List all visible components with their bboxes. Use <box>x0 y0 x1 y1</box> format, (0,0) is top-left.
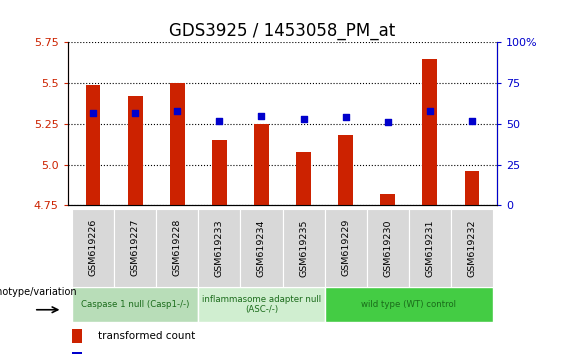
Bar <box>464 171 479 205</box>
Point <box>257 113 266 119</box>
Text: GSM619231: GSM619231 <box>425 219 434 276</box>
Text: GSM619227: GSM619227 <box>131 219 140 276</box>
Bar <box>156 209 198 287</box>
Text: genotype/variation: genotype/variation <box>0 287 77 297</box>
Point <box>215 118 224 124</box>
Bar <box>380 194 395 205</box>
Bar <box>72 352 82 354</box>
Text: GSM619229: GSM619229 <box>341 219 350 276</box>
Text: transformed count: transformed count <box>98 331 195 341</box>
Point <box>299 116 308 122</box>
Bar <box>114 209 156 287</box>
Bar <box>325 209 367 287</box>
Text: GSM619228: GSM619228 <box>173 219 182 276</box>
Bar <box>240 209 282 287</box>
Bar <box>282 209 325 287</box>
Bar <box>325 287 493 322</box>
Text: inflammasome adapter null
(ASC-/-): inflammasome adapter null (ASC-/-) <box>202 295 321 314</box>
Bar <box>72 329 82 343</box>
Bar <box>128 96 142 205</box>
Bar <box>86 85 101 205</box>
Bar <box>409 209 451 287</box>
Bar <box>451 209 493 287</box>
Bar <box>170 83 185 205</box>
Bar <box>367 209 409 287</box>
Bar <box>296 152 311 205</box>
Bar <box>423 59 437 205</box>
Point <box>341 115 350 120</box>
Text: GSM619234: GSM619234 <box>257 219 266 276</box>
Text: GSM619232: GSM619232 <box>467 219 476 276</box>
Text: GSM619230: GSM619230 <box>383 219 392 276</box>
Text: GSM619226: GSM619226 <box>89 219 98 276</box>
Bar <box>254 124 269 205</box>
Text: GSM619233: GSM619233 <box>215 219 224 276</box>
Bar <box>212 140 227 205</box>
Point <box>131 110 140 115</box>
Bar <box>198 209 240 287</box>
Point <box>467 118 476 124</box>
Bar <box>338 135 353 205</box>
Text: GSM619235: GSM619235 <box>299 219 308 276</box>
Point <box>89 110 98 115</box>
Text: Caspase 1 null (Casp1-/-): Caspase 1 null (Casp1-/-) <box>81 300 189 309</box>
Point <box>173 108 182 114</box>
Point <box>383 119 392 125</box>
Title: GDS3925 / 1453058_PM_at: GDS3925 / 1453058_PM_at <box>170 22 396 40</box>
Bar <box>198 287 325 322</box>
Bar <box>72 209 114 287</box>
Text: wild type (WT) control: wild type (WT) control <box>361 300 457 309</box>
Bar <box>72 287 198 322</box>
Point <box>425 108 434 114</box>
